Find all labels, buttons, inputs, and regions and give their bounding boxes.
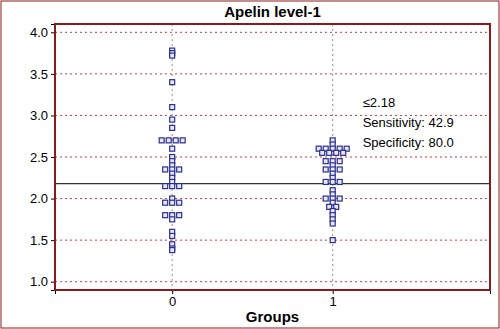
y-axis: 1.0 1.5 2.0 2.5 3.0 3.5 4.0 bbox=[30, 25, 56, 291]
x-tick-label: 0 bbox=[169, 294, 176, 309]
data-point bbox=[323, 167, 328, 172]
data-point bbox=[330, 238, 335, 243]
annotation: Sensitivity: 42.9 bbox=[363, 115, 454, 130]
x-axis-line bbox=[56, 291, 491, 295]
y-tick: 2.0 bbox=[30, 191, 55, 206]
data-point bbox=[341, 150, 346, 155]
grid-line-y bbox=[55, 157, 490, 158]
y-tick: 1.0 bbox=[30, 274, 55, 289]
data-point bbox=[327, 150, 332, 155]
data-point bbox=[177, 213, 182, 218]
data-point bbox=[163, 200, 168, 205]
data-point bbox=[330, 179, 335, 184]
x-axis-title: Groups bbox=[246, 308, 299, 325]
data-point bbox=[177, 200, 182, 205]
data-point bbox=[170, 233, 175, 238]
y-tick-label: 3.5 bbox=[30, 67, 48, 82]
data-point bbox=[170, 184, 175, 189]
data-point bbox=[170, 200, 175, 205]
data-point bbox=[177, 184, 182, 189]
y-tick-label: 1.5 bbox=[30, 233, 48, 248]
y-tick-label: 4.0 bbox=[30, 25, 48, 40]
y-tick-label: 1.0 bbox=[30, 274, 48, 289]
data-point bbox=[323, 159, 328, 164]
x-tick-label: 1 bbox=[330, 294, 337, 309]
y-tick: 2.5 bbox=[30, 150, 55, 165]
y-tick: 4.0 bbox=[30, 25, 55, 40]
data-point bbox=[177, 167, 182, 172]
data-point bbox=[170, 53, 175, 58]
y-tick: 3.0 bbox=[30, 108, 55, 123]
y-tick-label: 2.0 bbox=[30, 191, 48, 206]
data-point bbox=[170, 80, 175, 85]
plot-area bbox=[55, 48, 490, 253]
data-point bbox=[323, 196, 328, 201]
grid-line-x bbox=[332, 24, 333, 290]
data-point bbox=[170, 117, 175, 122]
data-point bbox=[180, 138, 185, 143]
x-axis: 01 bbox=[56, 290, 491, 309]
grid-line-y bbox=[55, 32, 490, 33]
data-point bbox=[170, 105, 175, 110]
y-tick-label: 3.0 bbox=[30, 108, 48, 123]
data-point bbox=[159, 138, 164, 143]
data-point bbox=[320, 150, 325, 155]
y-tick-label: 2.5 bbox=[30, 150, 48, 165]
data-point bbox=[337, 196, 342, 201]
cutoff-line bbox=[55, 183, 490, 184]
data-point bbox=[170, 248, 175, 253]
data-point bbox=[163, 167, 168, 172]
y-tick: 3.5 bbox=[30, 67, 55, 82]
data-point bbox=[170, 125, 175, 130]
chart-container: 1.01.52.02.53.03.54.001Apelin level-1Gro… bbox=[0, 0, 500, 329]
data-point bbox=[334, 150, 339, 155]
data-point bbox=[323, 179, 328, 184]
grid-line-y bbox=[55, 198, 490, 199]
data-point bbox=[170, 146, 175, 151]
data-point bbox=[337, 159, 342, 164]
x-tick: 0 bbox=[169, 290, 176, 309]
cutoff-label: ≤2.18 bbox=[363, 95, 395, 110]
data-point bbox=[163, 213, 168, 218]
grid bbox=[55, 24, 490, 290]
outer-frame bbox=[1, 1, 499, 328]
data-point bbox=[170, 217, 175, 222]
chart: 1.01.52.02.53.03.54.001Apelin level-1Gro… bbox=[0, 0, 500, 329]
plot-frame bbox=[55, 24, 490, 290]
data-point bbox=[330, 221, 335, 226]
y-tick: 1.5 bbox=[30, 233, 55, 248]
data-point bbox=[163, 184, 168, 189]
x-tick: 1 bbox=[330, 290, 337, 309]
grid-line-y bbox=[55, 73, 490, 74]
grid-line-y bbox=[55, 240, 490, 241]
data-point bbox=[337, 179, 342, 184]
grid-line-y bbox=[55, 281, 490, 282]
data-point bbox=[337, 167, 342, 172]
chart-title: Apelin level-1 bbox=[224, 3, 321, 20]
data-point bbox=[173, 138, 178, 143]
annotation: Specificity: 80.0 bbox=[363, 135, 454, 150]
data-point bbox=[166, 138, 171, 143]
